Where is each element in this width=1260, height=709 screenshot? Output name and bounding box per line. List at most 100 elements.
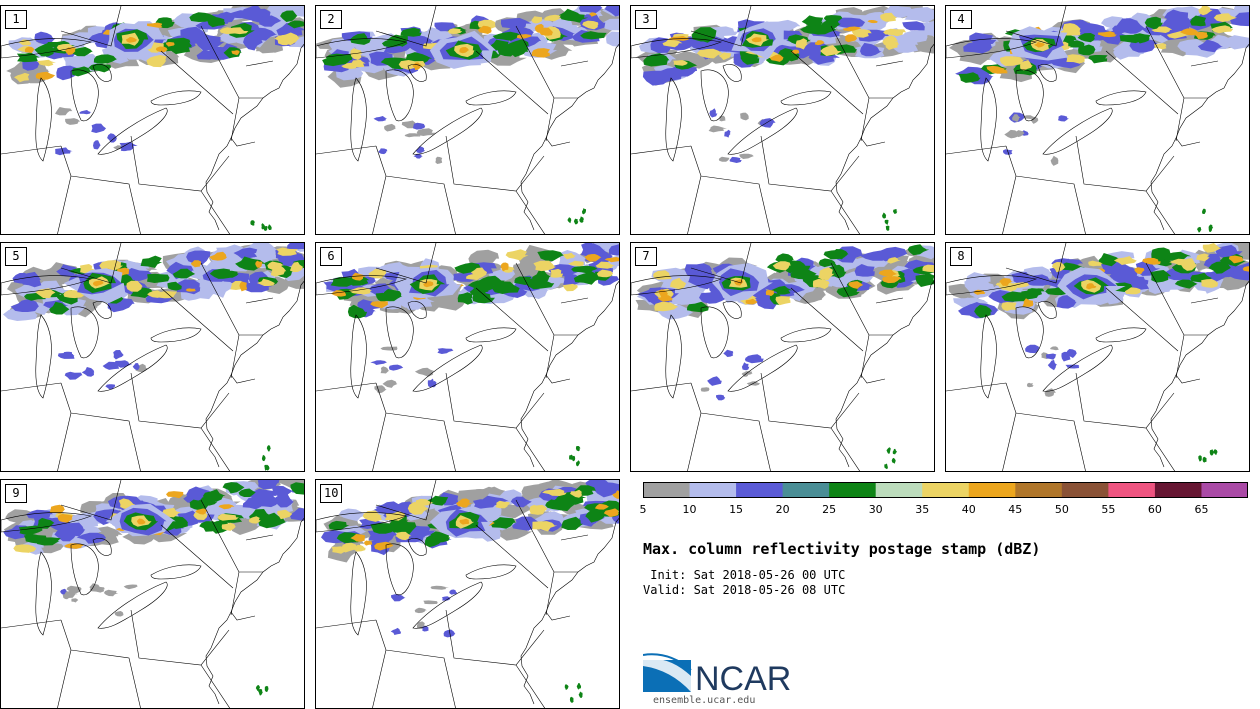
map-boundary [97, 344, 168, 392]
reflectivity-cell [264, 464, 268, 471]
reflectivity-cell [414, 367, 436, 377]
reflectivity-cell [336, 532, 360, 544]
reflectivity-cell [388, 364, 404, 371]
reflectivity-cell [330, 277, 359, 287]
reflectivity-cell [189, 12, 219, 22]
reflectivity-cell [289, 261, 304, 273]
map-boundary [1, 512, 93, 533]
reflectivity-cell [280, 10, 298, 22]
map-boundary [1042, 344, 1113, 392]
reflectivity-cell [466, 274, 483, 280]
reflectivity-cell [740, 112, 749, 121]
reflectivity-cell [806, 23, 837, 35]
reflectivity-cell [457, 292, 473, 305]
reflectivity-cell [65, 118, 81, 125]
colorbar-tick-label: 45 [1008, 503, 1023, 516]
reflectivity-cell [516, 34, 532, 39]
reflectivity-cell [1001, 302, 1017, 311]
member-panel-8: 8 [945, 242, 1250, 472]
member-panel-6: 6 [315, 242, 620, 472]
reflectivity-cell [580, 31, 607, 40]
reflectivity-cell [233, 247, 258, 259]
reflectivity-cell [64, 371, 83, 380]
colorbar-tick-label: 20 [775, 503, 790, 516]
reflectivity-cell [71, 66, 93, 77]
member-label: 3 [635, 10, 657, 29]
map-boundary [205, 517, 304, 705]
reflectivity-cell [1026, 382, 1034, 388]
ncar-logo: NCAR [643, 653, 791, 694]
member-label: 9 [5, 484, 27, 503]
map-boundary [1150, 280, 1249, 468]
reflectivity-cell [270, 265, 287, 277]
reflectivity-cell [388, 520, 415, 534]
member-label: 6 [320, 247, 342, 266]
reflectivity-cell [1202, 456, 1207, 463]
reflectivity-cell [670, 277, 687, 290]
reflectivity-cell [1180, 28, 1202, 36]
map-boundary [1, 275, 93, 296]
reflectivity-cell [573, 218, 579, 225]
map-boundary [1042, 107, 1113, 155]
reflectivity-cell [775, 296, 791, 306]
reflectivity-cell [915, 273, 934, 287]
reflectivity-cell [261, 223, 266, 230]
map-boundary [946, 6, 1219, 234]
reflectivity-cell [1011, 282, 1030, 288]
reflectivity-cell [657, 67, 685, 82]
map-boundary [35, 551, 52, 636]
reflectivity-cell [880, 12, 898, 22]
reflectivity-cell [495, 500, 510, 509]
map-boundary [1095, 90, 1147, 106]
reflectivity-cell [414, 607, 427, 614]
reflectivity-cell [467, 280, 496, 292]
reflectivity-cell [217, 513, 239, 521]
member-panel-4: 4 [945, 5, 1250, 235]
colorbar-tick-label: 50 [1054, 503, 1069, 516]
reflectivity-cell [1020, 274, 1056, 286]
reflectivity-cell [1242, 266, 1249, 272]
reflectivity-cell [532, 521, 558, 532]
map-boundary [727, 344, 798, 392]
reflectivity-cell [456, 498, 472, 508]
member-panel-7: 7 [630, 242, 935, 472]
reflectivity-cell [1058, 115, 1069, 122]
reflectivity-cell [271, 485, 294, 498]
reflectivity-cell [477, 25, 492, 34]
reflectivity-cell [276, 247, 298, 256]
map-boundary [205, 280, 304, 468]
map-boundary [722, 301, 742, 319]
reflectivity-cell [882, 276, 902, 284]
reflectivity-cell [531, 16, 543, 24]
reflectivity-cell [400, 27, 422, 37]
reflectivity-cell [190, 260, 202, 267]
reflectivity-cell [883, 28, 906, 37]
reflectivity-cell [739, 153, 754, 159]
map-boundary [545, 611, 571, 621]
reflectivity-cell [76, 532, 106, 544]
reflectivity-cell [18, 39, 31, 46]
member-label: 1 [5, 10, 27, 29]
reflectivity-cell [426, 495, 449, 506]
reflectivity-cell [399, 296, 424, 310]
reflectivity-cell [575, 446, 581, 452]
reflectivity-cell [216, 270, 239, 278]
reflectivity-cell [569, 696, 574, 703]
reflectivity-cell [10, 298, 39, 312]
reflectivity-cell [1119, 34, 1147, 44]
reflectivity-cell [123, 584, 138, 590]
reflectivity-cell [593, 482, 619, 498]
reflectivity-cell [892, 448, 897, 455]
ensemble-url[interactable]: ensemble.ucar.edu [653, 695, 756, 706]
reflectivity-cell [860, 42, 882, 57]
reflectivity-cell [34, 42, 54, 57]
reflectivity-cell [854, 264, 875, 277]
reflectivity-cell [165, 42, 175, 47]
reflectivity-cell [255, 260, 263, 268]
reflectivity-cell [884, 463, 888, 470]
reflectivity-cell [662, 39, 683, 48]
reflectivity-cell [331, 546, 345, 554]
reflectivity-cell [107, 133, 117, 143]
reflectivity-cell [347, 304, 368, 319]
reflectivity-cell [374, 385, 387, 394]
